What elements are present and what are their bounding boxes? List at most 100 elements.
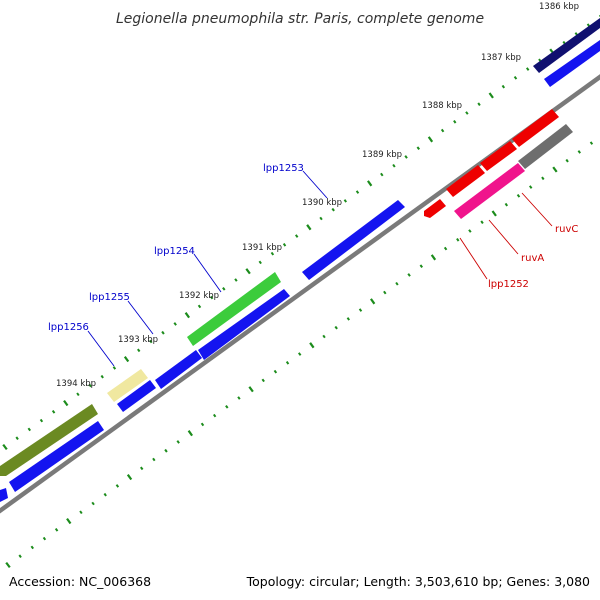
gene-label-ruvc[interactable]: ruvC [555, 224, 578, 235]
tick-label-1390: 1390 kbp [302, 198, 342, 208]
tick-major [245, 268, 251, 275]
gene-label-lpp1256[interactable]: lpp1256 [48, 322, 89, 333]
tick-minor [407, 273, 411, 277]
tick-minor [234, 278, 238, 282]
gene-labels: lpp1253 lpp1254 lpp1255 lpp1256 lpp1252 … [48, 163, 578, 333]
tick-label-1394: 1394 kbp [56, 379, 96, 389]
gene-label-lpp1252[interactable]: lpp1252 [488, 279, 529, 290]
tick-minor [112, 366, 117, 370]
tick-minor [103, 492, 107, 497]
gene-feature-red[interactable] [512, 109, 559, 147]
gene-label-lpp1254[interactable]: lpp1254 [154, 246, 195, 257]
tick-minor [589, 141, 594, 145]
tick-minor [297, 352, 302, 356]
gene-feature-blue[interactable] [9, 421, 104, 492]
tick-minor [358, 308, 363, 312]
tick-minor [30, 545, 34, 550]
tick-minor [137, 348, 141, 353]
gene-feature-blue[interactable] [544, 40, 600, 87]
gene-feature-blue-lpp1255[interactable] [155, 350, 202, 389]
tick-minor [346, 317, 351, 321]
gene-features [0, 18, 600, 502]
tick-minor [343, 199, 348, 203]
label-leader-lines [87, 170, 553, 367]
gene-feature-red-lpp1252[interactable] [424, 199, 446, 218]
gene-label-ruva[interactable]: ruvA [521, 253, 544, 264]
tick-minor [149, 339, 153, 344]
tick-minor [282, 243, 287, 247]
tick-minor [115, 484, 120, 488]
tick-minor [513, 76, 518, 80]
tick-minor [465, 111, 469, 115]
tick-minor [273, 369, 278, 374]
tick-minor [456, 238, 460, 242]
tick-major [123, 356, 130, 363]
tick-minor [88, 383, 92, 388]
tick-minor [480, 220, 484, 224]
gene-feature-gray[interactable] [518, 124, 573, 169]
gene-feature-blue-1390[interactable] [302, 200, 405, 280]
tick-major [552, 166, 558, 173]
tick-minor [222, 287, 226, 291]
tick-major [187, 430, 193, 437]
gene-feature-olive[interactable] [0, 404, 98, 476]
gene-label-lpp1255[interactable]: lpp1255 [89, 292, 130, 303]
tick-minor [528, 185, 533, 189]
tick-major [367, 180, 373, 187]
tick-minor [322, 334, 326, 339]
tick-minor [294, 234, 299, 238]
tick-minor [18, 554, 22, 558]
tick-major [5, 561, 11, 569]
tick-minor [261, 378, 265, 383]
tick-minor [380, 172, 384, 177]
gene-feature-pink-ruva[interactable] [454, 163, 525, 219]
tick-minor [200, 422, 205, 427]
tick-minor [383, 290, 387, 295]
map-title: Legionella pneumophila str. Paris, compl… [116, 11, 484, 27]
tick-label-1387: 1387 kbp [481, 53, 521, 63]
tick-minor [468, 229, 472, 233]
tick-label-1389: 1389 kbp [362, 150, 402, 160]
tick-minor [209, 295, 214, 300]
gene-feature-blue[interactable] [0, 488, 8, 502]
gene-feature-pale-yellow-lpp1256[interactable] [107, 369, 148, 402]
tick-minor [51, 410, 56, 414]
tick-minor [76, 392, 80, 397]
tick-minor [258, 260, 262, 265]
tick-minor [140, 466, 144, 471]
tick-minor [54, 528, 59, 532]
tick-minor [42, 536, 47, 541]
tick-minor [79, 510, 83, 515]
tick-minor [237, 396, 241, 400]
tick-minor [331, 207, 335, 212]
tick-minor [319, 216, 323, 221]
tick-minor [516, 194, 521, 198]
gene-feature-red[interactable] [446, 165, 485, 197]
gene-label-lpp1253[interactable]: lpp1253 [263, 163, 304, 174]
tick-minor [477, 102, 481, 106]
tick-minor [161, 330, 165, 335]
tick-label-1388: 1388 kbp [422, 101, 462, 111]
tick-minor [270, 251, 275, 256]
genome-summary-text: Topology: circular; Length: 3,503,610 bp… [246, 574, 590, 589]
tick-minor [453, 120, 457, 124]
tick-label-1392: 1392 kbp [179, 291, 219, 301]
gene-feature-red[interactable] [480, 141, 517, 171]
tick-major [306, 224, 312, 231]
gene-feature-green-lpp1254[interactable] [187, 272, 281, 346]
gene-feature-navy[interactable] [533, 18, 600, 73]
tick-minor [395, 281, 399, 286]
gene-feature-blue[interactable] [117, 380, 156, 412]
tick-minor [404, 155, 408, 159]
tick-minor [416, 146, 421, 150]
tick-major [63, 399, 69, 407]
tick-minor [212, 413, 217, 418]
tick-minor [334, 325, 338, 330]
tick-minor [197, 304, 202, 309]
gene-feature-blue[interactable] [198, 289, 290, 360]
tick-label-1391: 1391 kbp [242, 243, 282, 253]
tick-major [309, 342, 315, 349]
accession-text: Accession: NC_006368 [9, 574, 151, 589]
